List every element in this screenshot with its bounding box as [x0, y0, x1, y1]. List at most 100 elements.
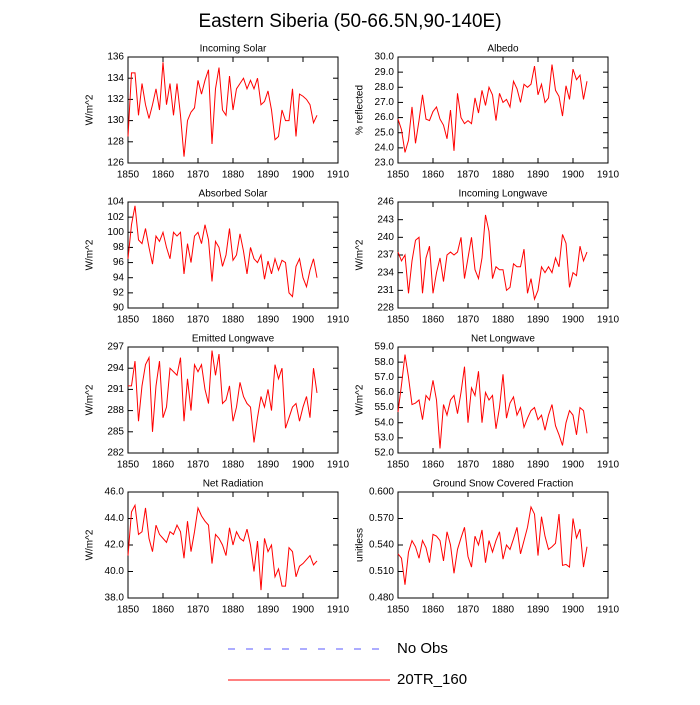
- x-tick-label: 1890: [257, 170, 280, 181]
- x-tick-label: 1850: [117, 460, 140, 471]
- panel-title: Albedo: [487, 44, 519, 55]
- y-tick-label: 54.0: [375, 417, 395, 428]
- x-tick-label: 1850: [387, 315, 410, 326]
- y-tick-label: 240: [377, 232, 394, 243]
- y-tick-label: 59.0: [375, 342, 395, 353]
- data-line: [397, 64, 588, 153]
- x-tick-label: 1900: [292, 170, 315, 181]
- y-tick-label: 285: [107, 426, 124, 437]
- y-tick-label: 291: [107, 384, 124, 395]
- y-tick-label: 228: [377, 303, 394, 314]
- y-axis-label: W/m^2: [85, 529, 96, 560]
- x-tick-label: 1860: [422, 460, 445, 471]
- x-tick-label: 1850: [117, 605, 140, 616]
- x-tick-label: 1880: [222, 460, 245, 471]
- data-line: [397, 214, 588, 302]
- data-line: [127, 503, 318, 591]
- y-axis-label: % reflected: [355, 85, 366, 135]
- y-tick-label: 234: [377, 267, 394, 278]
- y-tick-label: 0.480: [369, 593, 394, 604]
- x-tick-label: 1850: [387, 170, 410, 181]
- x-tick-label: 1870: [187, 315, 210, 326]
- x-tick-label: 1850: [117, 315, 140, 326]
- x-tick-label: 1870: [187, 460, 210, 471]
- y-axis-label: W/m^2: [355, 384, 366, 415]
- x-tick-label: 1890: [527, 460, 550, 471]
- x-tick-label: 1870: [457, 460, 480, 471]
- y-tick-label: 102: [107, 212, 124, 223]
- y-tick-label: 288: [107, 405, 124, 416]
- x-tick-label: 1890: [527, 170, 550, 181]
- x-tick-label: 1860: [422, 315, 445, 326]
- panel-title: Net Longwave: [471, 334, 535, 345]
- y-tick-label: 246: [377, 197, 394, 208]
- y-tick-label: 26.0: [375, 112, 395, 123]
- y-axis-label: unitless: [355, 528, 366, 562]
- x-tick-label: 1860: [422, 605, 445, 616]
- figure-title: Eastern Siberia (50-66.5N,90-140E): [198, 11, 501, 32]
- y-tick-label: 27.0: [375, 97, 395, 108]
- x-tick-label: 1870: [457, 170, 480, 181]
- y-tick-label: 132: [107, 94, 124, 105]
- y-tick-label: 128: [107, 136, 124, 147]
- x-tick-label: 1850: [117, 170, 140, 181]
- y-tick-label: 55.0: [375, 402, 395, 413]
- panel-title: Absorbed Solar: [199, 189, 269, 200]
- x-tick-label: 1910: [597, 460, 620, 471]
- x-tick-label: 1850: [387, 605, 410, 616]
- y-tick-label: 92: [113, 287, 125, 298]
- y-tick-label: 46.0: [105, 487, 125, 498]
- y-tick-label: 53.0: [375, 432, 395, 443]
- x-tick-label: 1890: [257, 605, 280, 616]
- y-tick-label: 29.0: [375, 67, 395, 78]
- y-tick-label: 0.600: [369, 487, 394, 498]
- x-tick-label: 1910: [327, 170, 350, 181]
- y-tick-label: 231: [377, 285, 394, 296]
- x-tick-label: 1890: [257, 315, 280, 326]
- x-tick-label: 1880: [492, 460, 515, 471]
- x-tick-label: 1870: [457, 315, 480, 326]
- x-tick-label: 1880: [222, 170, 245, 181]
- x-tick-label: 1870: [187, 170, 210, 181]
- panel-title: Incoming Longwave: [459, 189, 548, 200]
- x-tick-label: 1900: [562, 315, 585, 326]
- y-tick-label: 90: [113, 303, 125, 314]
- y-tick-label: 0.510: [369, 566, 394, 577]
- y-tick-label: 100: [107, 227, 124, 238]
- y-tick-label: 94: [113, 272, 125, 283]
- y-tick-label: 30.0: [375, 52, 395, 63]
- panel-title: Emitted Longwave: [192, 334, 275, 345]
- y-tick-label: 104: [107, 197, 124, 208]
- panel-title: Ground Snow Covered Fraction: [433, 479, 574, 490]
- y-tick-label: 294: [107, 363, 124, 374]
- legend-label: 20TR_160: [397, 671, 467, 688]
- y-tick-label: 126: [107, 158, 124, 169]
- x-tick-label: 1880: [222, 315, 245, 326]
- y-axis-label: W/m^2: [355, 239, 366, 270]
- x-tick-label: 1890: [527, 315, 550, 326]
- y-tick-label: 40.0: [105, 566, 125, 577]
- x-tick-label: 1860: [152, 605, 175, 616]
- x-tick-label: 1910: [597, 315, 620, 326]
- x-tick-label: 1900: [562, 605, 585, 616]
- x-tick-label: 1880: [492, 605, 515, 616]
- y-tick-label: 96: [113, 257, 125, 268]
- y-tick-label: 28.0: [375, 82, 395, 93]
- y-tick-label: 136: [107, 52, 124, 63]
- x-tick-label: 1860: [152, 460, 175, 471]
- y-axis-label: W/m^2: [85, 239, 96, 270]
- x-tick-label: 1900: [292, 315, 315, 326]
- y-tick-label: 24.0: [375, 142, 395, 153]
- data-line: [397, 505, 588, 585]
- y-tick-label: 57.0: [375, 372, 395, 383]
- y-tick-label: 0.540: [369, 540, 394, 551]
- panel-title: Incoming Solar: [200, 44, 267, 55]
- y-tick-label: 44.0: [105, 513, 125, 524]
- y-tick-label: 243: [377, 214, 394, 225]
- data-line: [128, 350, 318, 443]
- x-tick-label: 1860: [152, 315, 175, 326]
- x-tick-label: 1910: [597, 170, 620, 181]
- x-tick-label: 1880: [222, 605, 245, 616]
